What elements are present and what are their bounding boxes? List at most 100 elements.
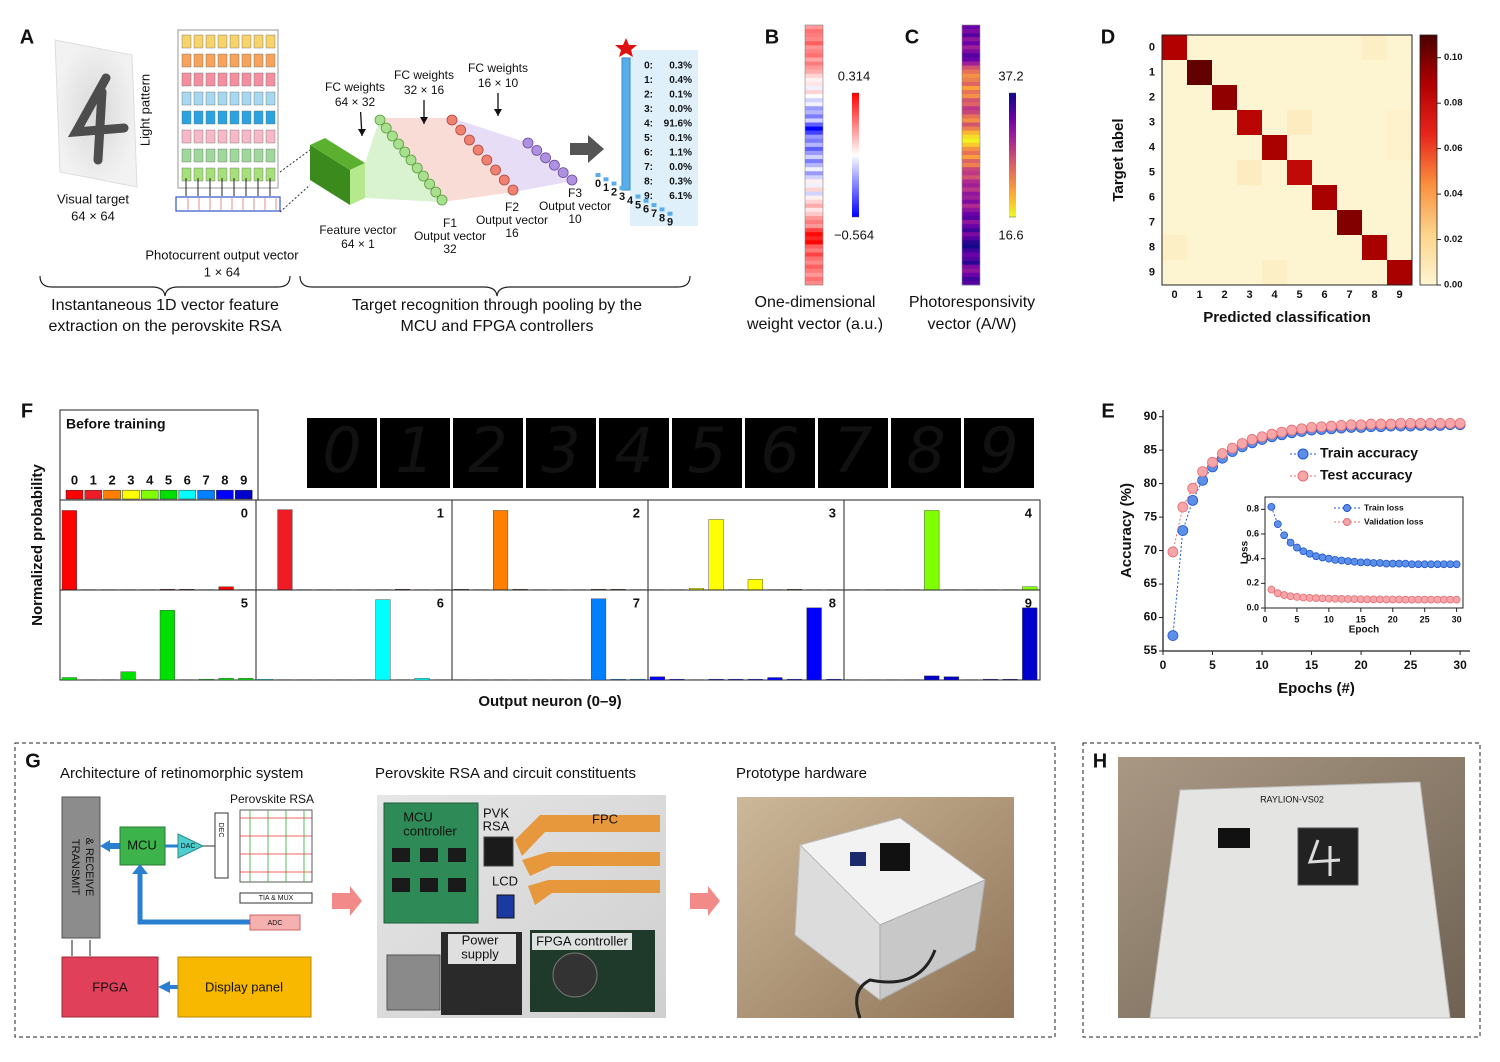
label: 1: xyxy=(644,75,653,86)
label: One-dimensional xyxy=(755,294,876,311)
bar xyxy=(591,598,607,681)
stripe-cell xyxy=(962,252,980,257)
stripe-cell xyxy=(962,25,980,30)
stripe-cell xyxy=(805,45,823,50)
data-point xyxy=(1355,419,1367,431)
stripe-cell xyxy=(962,228,980,233)
data-point xyxy=(1256,431,1268,443)
neuron xyxy=(540,152,551,164)
heatmap-cell xyxy=(1387,160,1413,186)
heatmap-cell xyxy=(1387,85,1413,111)
neuron xyxy=(411,162,423,174)
neuron xyxy=(557,167,569,179)
stripe-cell xyxy=(962,280,980,286)
heatmap-cell xyxy=(1387,135,1413,161)
mcu-board xyxy=(383,802,479,924)
bar xyxy=(103,489,121,500)
x-tick-label: 7 xyxy=(1346,289,1352,301)
heatmap-cell xyxy=(1212,135,1238,161)
data-point xyxy=(1388,595,1397,604)
neuron xyxy=(481,154,493,166)
photocurrent-bar xyxy=(175,196,281,212)
y-tick-label: 0 xyxy=(1149,41,1155,53)
array-cell xyxy=(205,91,216,106)
heatmap-cell xyxy=(1387,185,1413,211)
array-cell xyxy=(181,53,192,68)
data-point xyxy=(1395,417,1407,429)
heatmap-cell xyxy=(1162,60,1188,86)
stripe-cell xyxy=(805,98,823,103)
heatmap-cell xyxy=(1287,185,1313,211)
colorbar-tick-label: 0.10 xyxy=(1444,52,1463,63)
heatmap-cell xyxy=(1212,60,1238,86)
colorbar-tick-label: 0.08 xyxy=(1444,98,1463,109)
digit-image xyxy=(599,418,669,488)
stripe-cell xyxy=(962,207,980,213)
heatmap-cell xyxy=(1287,210,1313,236)
array-cell xyxy=(181,110,192,125)
neuron xyxy=(386,130,398,142)
data-point xyxy=(1344,595,1352,603)
label: 16 xyxy=(505,226,519,240)
label: 1 × 64 xyxy=(204,264,241,279)
array-cell xyxy=(217,53,228,68)
data-point xyxy=(1446,560,1455,569)
array-cell xyxy=(193,148,204,163)
heatmap-cell xyxy=(1287,60,1313,86)
label: MCU and FPGA controllers xyxy=(401,318,594,335)
dec-block xyxy=(214,812,229,879)
bar xyxy=(122,489,140,500)
data-point xyxy=(1433,595,1442,604)
data-point xyxy=(1266,428,1278,440)
subplot-label: 5 xyxy=(241,595,248,610)
y-tick-label: 1 xyxy=(1149,66,1155,78)
heatmap-cell xyxy=(1212,260,1238,286)
panel-frame xyxy=(59,409,259,501)
heatmap-cell xyxy=(1387,210,1413,236)
label: TRANSMIT xyxy=(69,839,81,896)
stripe-cell xyxy=(805,199,823,205)
heatmap-cell xyxy=(1212,235,1238,261)
feature-vector xyxy=(350,163,365,205)
label: 3 xyxy=(619,191,625,203)
stripe-cell xyxy=(805,138,823,144)
data-point xyxy=(1177,501,1189,513)
digit-image-stroke: 8 xyxy=(906,414,945,487)
heatmap-cell xyxy=(1287,260,1313,286)
heatmap-cell xyxy=(1337,110,1363,136)
bar xyxy=(1002,678,1018,681)
label: 2 xyxy=(611,187,617,199)
label: 5: xyxy=(644,133,653,144)
array-cell xyxy=(229,91,240,106)
bar xyxy=(708,678,724,681)
heatmap-cell xyxy=(1387,110,1413,136)
photo-label: controller xyxy=(403,823,457,838)
stripe-cell xyxy=(962,45,980,50)
stripe-cell xyxy=(805,224,823,229)
neuron xyxy=(531,144,543,156)
neuron xyxy=(393,138,405,150)
stripe-cell xyxy=(805,256,823,261)
heatmap-cell xyxy=(1387,235,1413,261)
feature-vector xyxy=(310,145,350,205)
bar xyxy=(197,489,215,500)
data-point xyxy=(1273,520,1282,529)
heatmap-cell xyxy=(1187,135,1213,161)
data-point xyxy=(1286,424,1298,436)
y-tick-label: 9 xyxy=(1149,266,1155,278)
data-point xyxy=(1454,417,1466,429)
x-tick-label: 3 xyxy=(1246,289,1252,301)
x-tick-label: 20 xyxy=(1354,658,1368,672)
digit-image-stroke: 3 xyxy=(541,414,580,487)
label: 8: xyxy=(644,177,653,188)
label: Target recognition through pooling by th… xyxy=(352,297,642,314)
stripe-cell xyxy=(805,248,823,253)
heatmap-cell xyxy=(1212,210,1238,236)
data-point xyxy=(1408,560,1416,569)
data-point xyxy=(1427,560,1435,569)
label: Light pattern xyxy=(137,74,152,146)
label: Perovskite RSA xyxy=(230,792,314,806)
visual-target-image xyxy=(54,39,138,188)
data-point xyxy=(1376,595,1384,604)
